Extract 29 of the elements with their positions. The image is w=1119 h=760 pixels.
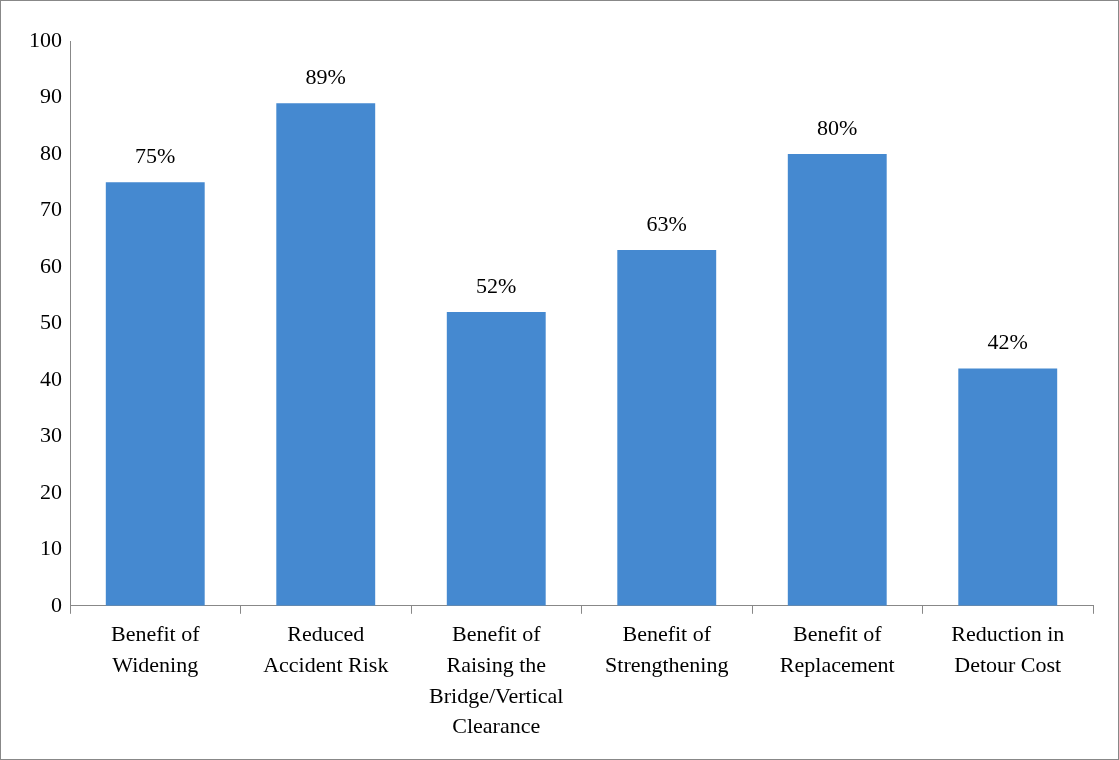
data-label: 89% xyxy=(305,63,346,89)
y-tick-label: 100 xyxy=(29,26,62,52)
x-tick-label: Benefit of Widening xyxy=(110,620,201,677)
data-label: 42% xyxy=(987,329,1028,355)
data-label: 80% xyxy=(817,114,858,140)
y-tick-label: 0 xyxy=(51,591,62,617)
x-tick-label: Benefit of Strengthening xyxy=(605,620,729,677)
bar xyxy=(105,182,205,606)
y-tick-label: 30 xyxy=(40,422,62,448)
x-tick-label: Benefit of Raising the Bridge/Vertical Clearance xyxy=(429,620,564,739)
y-tick-label: 80 xyxy=(40,139,62,165)
y-tick-label: 50 xyxy=(40,309,62,335)
data-label: 75% xyxy=(135,142,176,168)
bar xyxy=(958,368,1058,606)
y-tick-label: 40 xyxy=(40,365,62,391)
x-tick-label: Reduction in Detour Cost xyxy=(951,620,1065,677)
y-tick-label: 90 xyxy=(40,83,62,109)
bar xyxy=(446,312,546,606)
data-label: 63% xyxy=(646,210,687,236)
bar xyxy=(617,249,717,606)
y-tick-label: 20 xyxy=(40,478,62,504)
y-tick-label: 10 xyxy=(40,535,62,561)
data-label: 52% xyxy=(476,272,517,298)
x-tick-label: Reduced Accident Risk xyxy=(263,620,389,677)
y-tick-label: 70 xyxy=(40,196,62,222)
bar xyxy=(276,103,376,606)
y-tick-label: 60 xyxy=(40,252,62,278)
x-tick-label: Benefit of Replacement xyxy=(779,620,895,677)
bar xyxy=(787,153,887,606)
